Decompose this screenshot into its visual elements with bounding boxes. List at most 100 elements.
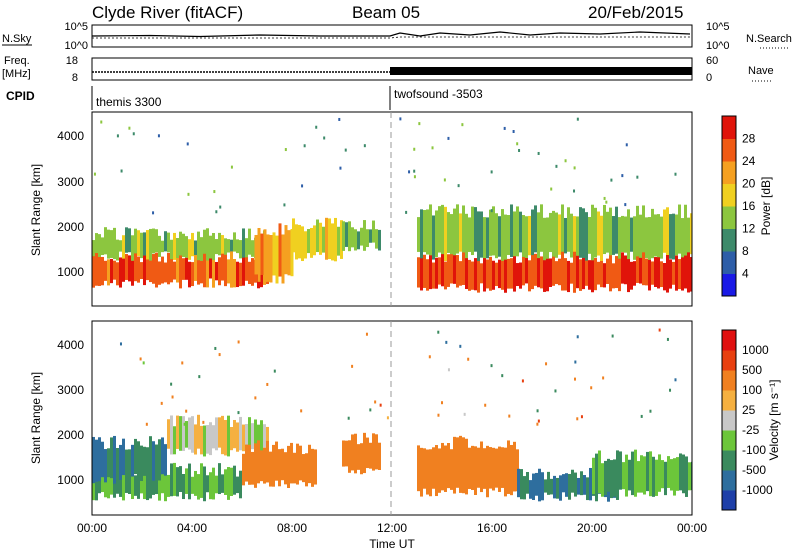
power-cell bbox=[510, 258, 513, 289]
velocity-cell bbox=[218, 417, 221, 448]
power-cell bbox=[627, 209, 630, 260]
power-cell bbox=[462, 205, 465, 253]
velocity-cell bbox=[568, 473, 571, 500]
power-cell bbox=[158, 261, 161, 285]
power-cell bbox=[567, 260, 570, 293]
power-cell bbox=[122, 254, 125, 282]
velocity-cell bbox=[357, 444, 360, 470]
velocity-cell bbox=[128, 449, 131, 479]
power-cell bbox=[360, 227, 363, 246]
nsearch-label: N.Search bbox=[746, 33, 792, 45]
power-cell bbox=[630, 261, 633, 290]
power-speckle bbox=[215, 210, 218, 214]
power-speckle bbox=[120, 169, 123, 173]
power-cell bbox=[627, 249, 630, 293]
power-cell bbox=[221, 235, 224, 254]
velocity-colorbar-label: -25 bbox=[742, 423, 760, 437]
velocity-speckle bbox=[574, 360, 577, 364]
velocity-cell bbox=[239, 416, 242, 451]
velocity-colorbar-label: 25 bbox=[742, 403, 756, 417]
velocity-cell bbox=[185, 421, 188, 448]
velocity-cell bbox=[242, 424, 245, 452]
power-cell bbox=[606, 258, 609, 284]
power-cell bbox=[606, 211, 609, 253]
power-cell bbox=[287, 230, 291, 276]
velocity-colorbar-swatch bbox=[722, 490, 736, 511]
velocity-cell bbox=[504, 447, 507, 497]
velocity-cell bbox=[239, 470, 242, 499]
power-cell bbox=[375, 229, 378, 249]
power-cell bbox=[633, 261, 636, 286]
power-ytick-2000: 2000 bbox=[57, 220, 84, 234]
power-cell bbox=[495, 262, 498, 287]
power-cell bbox=[98, 253, 101, 286]
velocity-cell bbox=[263, 424, 266, 448]
power-cell bbox=[146, 230, 149, 260]
velocity-speckle bbox=[484, 403, 487, 407]
velocity-cell bbox=[679, 453, 682, 491]
power-cell bbox=[313, 225, 316, 256]
power-cell bbox=[645, 217, 648, 258]
power-cell bbox=[657, 255, 660, 289]
velocity-cell bbox=[206, 475, 209, 493]
velocity-cell bbox=[209, 422, 212, 456]
velocity-cell bbox=[574, 472, 577, 497]
power-cell bbox=[122, 235, 125, 259]
velocity-speckle bbox=[145, 422, 148, 426]
power-cell bbox=[230, 250, 233, 288]
velocity-cell bbox=[462, 437, 465, 494]
velocity-cell bbox=[302, 454, 305, 483]
freq-unit-label: [MHz] bbox=[2, 68, 31, 80]
power-cell bbox=[501, 259, 504, 290]
velocity-cell bbox=[583, 475, 586, 495]
power-cell bbox=[624, 255, 627, 285]
power-cell bbox=[540, 204, 543, 252]
velocity-cell bbox=[517, 468, 520, 498]
power-speckle bbox=[413, 147, 416, 151]
velocity-cell bbox=[507, 440, 510, 494]
power-cell bbox=[429, 204, 432, 256]
velocity-cell bbox=[152, 471, 155, 495]
power-cell bbox=[444, 261, 447, 290]
velocity-speckle bbox=[160, 401, 163, 405]
power-cell bbox=[669, 259, 672, 289]
power-cell bbox=[516, 263, 519, 287]
power-cell bbox=[597, 261, 600, 285]
velocity-cell bbox=[176, 415, 179, 449]
nsearch-tick-high: 10^5 bbox=[706, 21, 730, 33]
velocity-cell bbox=[161, 465, 164, 494]
power-cell bbox=[212, 258, 215, 288]
velocity-cell bbox=[203, 425, 206, 457]
velocity-cell bbox=[143, 474, 146, 500]
velocity-cell bbox=[125, 476, 128, 493]
velocity-speckle bbox=[237, 340, 240, 344]
power-cell bbox=[348, 221, 351, 252]
power-cell bbox=[140, 232, 143, 259]
velocity-panel: Slant Range [km] 1000 2000 3000 4000 00:… bbox=[29, 320, 707, 551]
velocity-cell bbox=[248, 444, 251, 485]
velocity-cell bbox=[200, 425, 203, 455]
power-cell bbox=[642, 205, 645, 253]
power-colorbar-label: 12 bbox=[742, 222, 756, 236]
velocity-speckle bbox=[602, 376, 605, 380]
power-cell bbox=[134, 250, 137, 282]
power-cell bbox=[612, 263, 615, 289]
power-cell bbox=[537, 254, 540, 288]
velocity-cell bbox=[369, 442, 372, 469]
velocity-cell bbox=[556, 477, 559, 499]
velocity-cell bbox=[137, 473, 140, 499]
power-cell bbox=[176, 238, 179, 258]
velocity-cell bbox=[137, 441, 140, 481]
time-axis-title: Time UT bbox=[369, 537, 415, 551]
power-speckle bbox=[537, 151, 540, 155]
velocity-cell bbox=[164, 444, 167, 476]
velocity-cell bbox=[562, 474, 565, 493]
power-cell bbox=[182, 258, 185, 280]
velocity-cell bbox=[182, 473, 185, 500]
power-cell bbox=[537, 212, 540, 259]
velocity-speckle bbox=[374, 400, 377, 404]
velocity-speckle bbox=[669, 388, 672, 392]
power-cell bbox=[603, 263, 606, 288]
velocity-cell bbox=[423, 448, 426, 489]
velocity-cell bbox=[254, 443, 257, 488]
